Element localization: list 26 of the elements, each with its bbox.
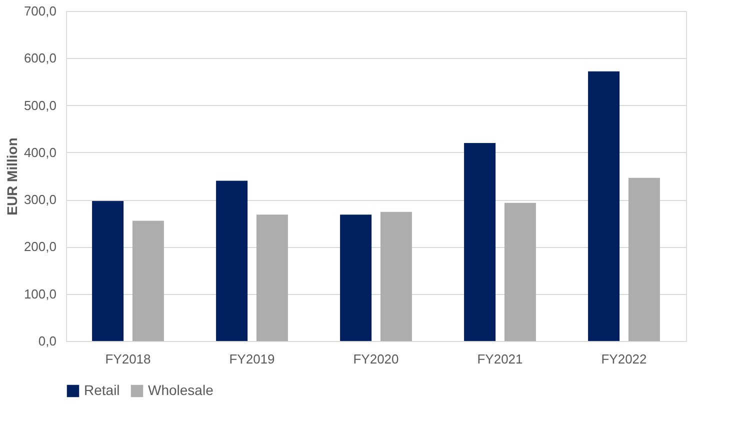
bar	[380, 212, 412, 341]
y-axis-title: EUR Million	[4, 138, 20, 216]
y-tick-label: 700,0	[24, 4, 56, 18]
bar	[256, 214, 288, 341]
bar	[464, 143, 496, 341]
y-tick-label: 500,0	[24, 98, 56, 113]
x-tick-label: FY2022	[601, 352, 647, 366]
legend-label: Retail	[84, 382, 120, 398]
bar	[132, 220, 164, 341]
bar	[628, 178, 660, 341]
bar	[340, 214, 372, 341]
x-tick-label: FY2020	[353, 352, 399, 366]
y-tick-label: 300,0	[24, 192, 56, 208]
legend-label: Wholesale	[148, 382, 214, 398]
x-tick-label: FY2019	[229, 352, 275, 366]
bar	[216, 180, 248, 341]
bar	[504, 202, 536, 341]
bar	[92, 200, 124, 341]
x-tick-label: FY2021	[477, 352, 523, 366]
bar	[588, 71, 620, 341]
y-tick-label: 400,0	[24, 144, 56, 160]
y-tick-label: 100,0	[24, 286, 56, 302]
x-tick-label: FY2018	[105, 352, 151, 366]
y-tick-label: 0,0	[38, 334, 56, 348]
y-tick-label: 200,0	[24, 239, 56, 254]
y-tick-label: 600,0	[24, 50, 56, 66]
